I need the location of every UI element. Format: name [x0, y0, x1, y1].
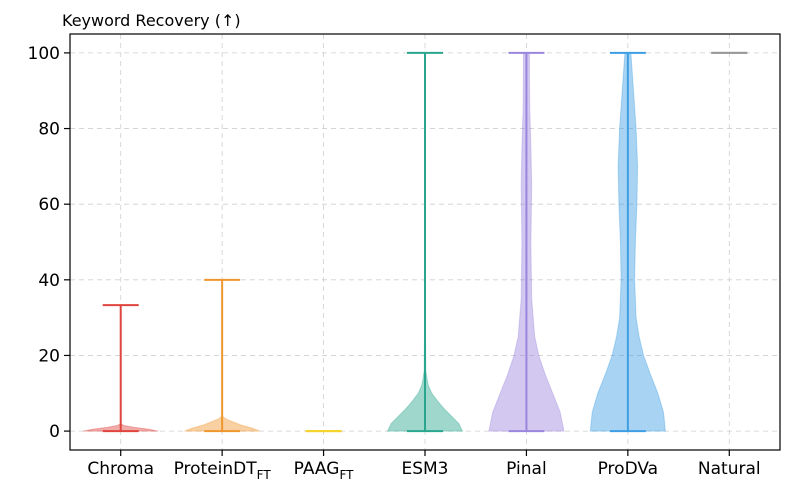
y-tick-label: 60	[38, 195, 60, 215]
x-tick-label-prodva: ProDVa	[598, 459, 659, 479]
axis-layer: 0 20 40 60 80 100 Chroma ProteinDTFT PAAGFT ESM3 P…	[28, 44, 761, 482]
x-tick-label-paag: PAAGFT	[294, 459, 354, 482]
x-tick-label-natural: Natural	[698, 459, 761, 479]
y-tick-label: 20	[38, 346, 60, 366]
y-tick-label: 80	[38, 120, 60, 140]
y-tick-label: 100	[28, 44, 60, 64]
x-tick-label-chroma: Chroma	[87, 459, 154, 479]
violin-layer	[83, 51, 748, 433]
y-tick-label: 40	[38, 271, 60, 291]
x-tick-label-esm3: ESM3	[401, 459, 448, 479]
x-tick-label-proteindt: ProteinDTFT	[174, 459, 272, 482]
y-tick-label: 0	[49, 422, 60, 442]
x-tick-label-pinal: Pinal	[506, 459, 547, 479]
chart-title: Keyword Recovery (↑)	[62, 11, 241, 30]
